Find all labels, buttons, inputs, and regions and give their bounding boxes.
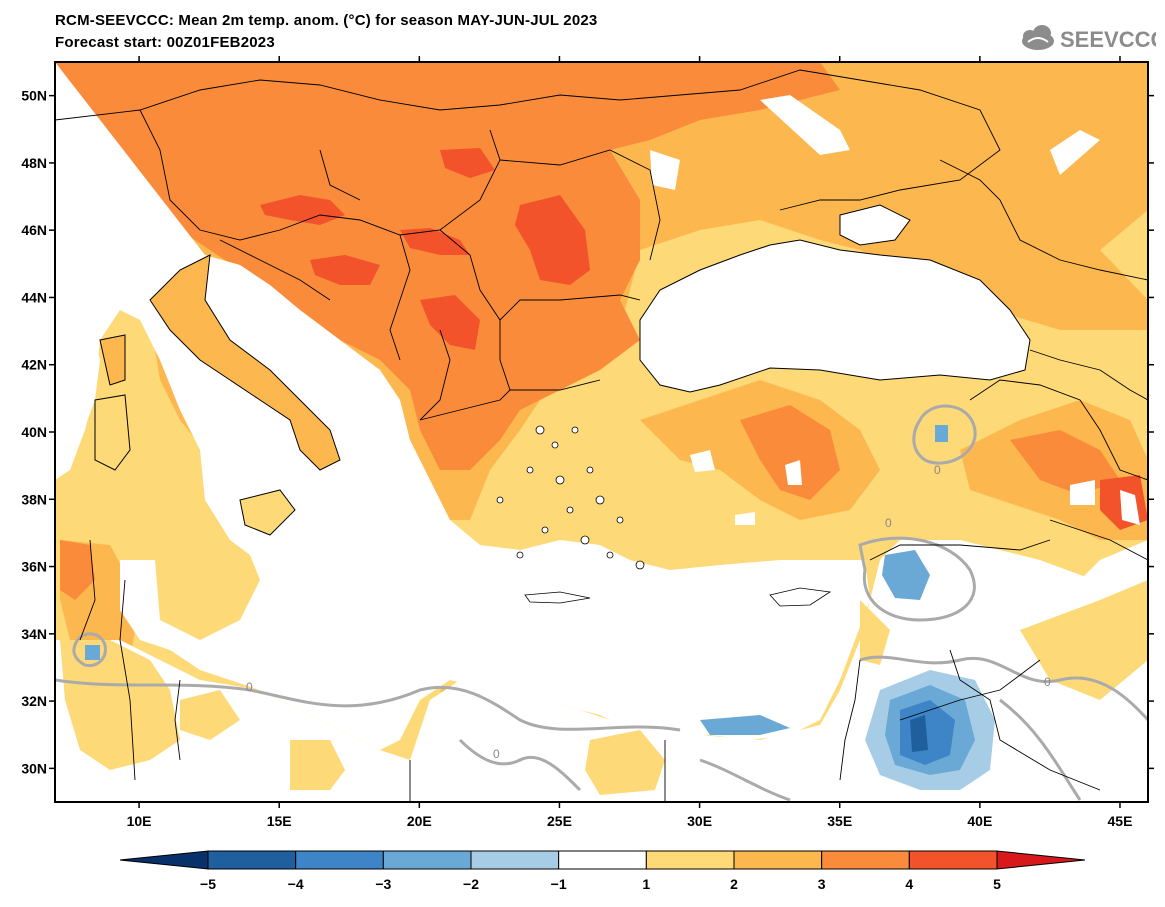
colorbar-box (295, 850, 384, 870)
lat-tick-label: 38N (21, 491, 47, 507)
colorbar-tick-label: −1 (551, 876, 567, 892)
lat-tick-label: 32N (21, 693, 47, 709)
zero-contour-label: 0 (246, 680, 253, 694)
anomaly-3-4-areas (55, 62, 1120, 600)
colorbar-box (821, 850, 910, 870)
colorbar-box (733, 850, 823, 870)
lon-tick-label: 30E (687, 813, 712, 829)
logo-text: SEEVCCC (1060, 27, 1156, 52)
map-title: RCM-SEEVCCC: Mean 2m temp. anom. (°C) fo… (55, 12, 598, 29)
colorbar-tick-label: −2 (463, 876, 479, 892)
seevccc-logo: SEEVCCC (1022, 25, 1156, 52)
colorbar-box (470, 850, 560, 870)
lat-tick-label: 34N (21, 626, 47, 642)
aegean-islands (496, 425, 832, 607)
colorbar-tick-label: −5 (200, 876, 216, 892)
lat-tick-label: 48N (21, 155, 47, 171)
italy (94, 254, 341, 536)
lat-tick-label: 46N (21, 222, 47, 238)
colorbar-box (645, 850, 735, 870)
lat-tick-label: 50N (21, 88, 47, 104)
lat-tick-label: 42N (21, 357, 47, 373)
sea-areas (55, 62, 1031, 750)
zero-contour-label: 0 (934, 463, 941, 477)
lon-tick-label: 25E (547, 813, 572, 829)
latitude-axis: 30N 32N 34N 36N 38N 40N 42N 44N 46N 48N 50N (21, 88, 1154, 776)
colorbar-tick-label: 4 (905, 876, 913, 892)
lat-tick-label: 36N (21, 559, 47, 575)
forecast-start-subtitle: Forecast start: 00Z01FEB2023 (55, 34, 275, 51)
colorbar-box (908, 850, 998, 870)
lon-tick-label: 35E (827, 813, 852, 829)
colorbar-arrow-low (119, 850, 209, 870)
lat-tick-label: 30N (21, 760, 47, 776)
zero-contour-label: 0 (1044, 675, 1051, 689)
lon-tick-label: 20E (407, 813, 432, 829)
lon-tick-label: 15E (267, 813, 292, 829)
colorbar-tick-label: −4 (288, 876, 304, 892)
zero-contours (55, 404, 1148, 802)
colorbar-box (207, 850, 297, 870)
map-field (55, 62, 1148, 802)
lon-tick-label: 40E (967, 813, 992, 829)
colorbar-tick-label: 1 (642, 876, 650, 892)
lon-tick-label: 45E (1108, 813, 1133, 829)
colorbar-tick-label: 3 (818, 876, 826, 892)
lon-tick-label: 10E (127, 813, 152, 829)
colorbar-box (558, 850, 647, 870)
colorbar-arrow-high (996, 850, 1086, 870)
negative-anomaly-areas (85, 425, 995, 790)
colorbar: −5 −4 −3 −2 −1 1 2 3 4 5 (119, 850, 1086, 892)
lat-tick-label: 40N (21, 424, 47, 440)
zero-contour-label: 0 (885, 516, 892, 530)
colorbar-box (382, 850, 472, 870)
borders (55, 69, 1148, 802)
longitude-axis: 10E 15E 20E 25E 30E 35E 40E 45E (127, 56, 1133, 829)
colorbar-tick-label: −3 (375, 876, 391, 892)
colorbar-tick-label: 2 (730, 876, 738, 892)
zero-contour-label: 0 (493, 747, 500, 761)
lat-tick-label: 44N (21, 289, 47, 305)
near-zero-spots (650, 95, 1140, 525)
colorbar-tick-label: 5 (993, 876, 1001, 892)
